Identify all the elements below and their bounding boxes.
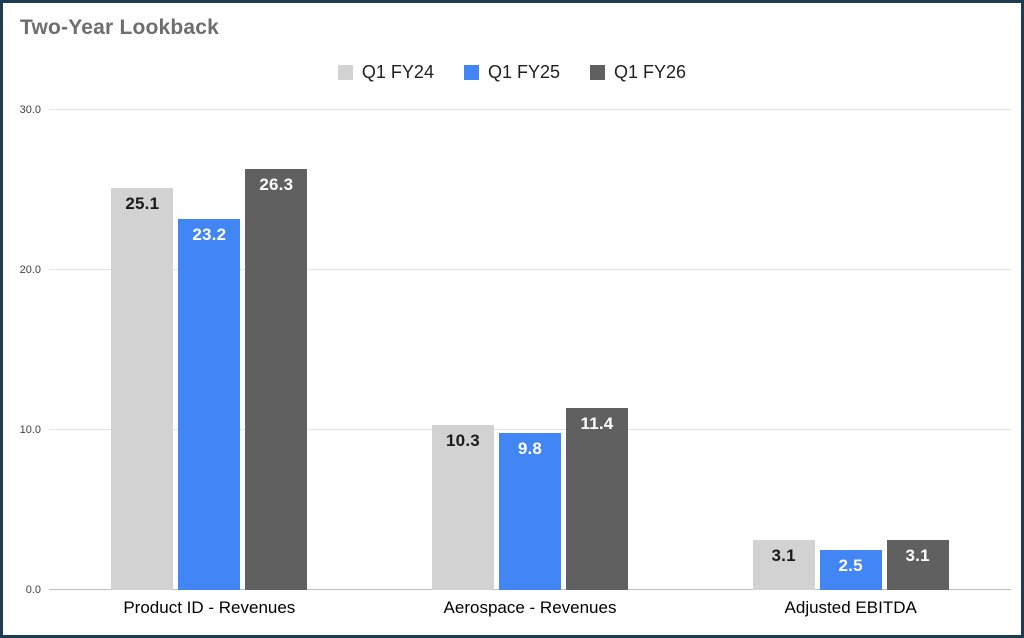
- legend-swatch-icon: [590, 64, 606, 80]
- bar-value-label: 25.1: [125, 194, 160, 214]
- bar: 23.2: [178, 218, 241, 590]
- legend-item: Q1 FY26: [590, 62, 686, 83]
- y-tick-label: 20.0: [19, 264, 41, 277]
- bar-value-label: 9.8: [517, 439, 543, 459]
- bar-group: 3.1 2.5 3.1: [752, 110, 949, 590]
- legend-swatch-icon: [463, 64, 479, 80]
- bar-value-label: 11.4: [580, 413, 614, 433]
- bar-value-label: 23.2: [192, 224, 227, 244]
- bar-value-label: 3.1: [771, 546, 796, 566]
- y-axis: 0.0 10.0 20.0 30.0: [13, 104, 49, 596]
- bar: 25.1: [111, 188, 174, 590]
- legend-item: Q1 FY25: [463, 61, 561, 83]
- legend-item: Q1 FY24: [337, 61, 434, 83]
- bar-value-label: 10.3: [446, 431, 480, 451]
- legend-label: Q1 FY24: [361, 61, 434, 82]
- x-axis-label: Adjusted EBITDA: [784, 598, 917, 617]
- bar-groups: 25.1 23.2 26.3 10.3 9.8 11.4 3.1 2.5 3.1: [49, 110, 1011, 590]
- bar: 11.4: [565, 407, 628, 590]
- y-tick-label: 0.0: [25, 584, 41, 596]
- bar: 10.3: [431, 425, 494, 590]
- bar: 26.3: [245, 169, 308, 590]
- legend-label: Q1 FY26: [614, 61, 687, 82]
- legend: Q1 FY24 Q1 FY25 Q1 FY26: [3, 60, 1021, 84]
- chart-body: 0.0 10.0 20.0 30.0 25.1 23.2 26.3 10.3 9.8 11.4 3…: [13, 104, 1011, 596]
- bar: 2.5: [819, 550, 882, 590]
- bar-group: 10.3 9.8 11.4: [431, 110, 628, 590]
- bar-value-label: 2.5: [838, 556, 863, 576]
- x-axis: Product ID - Revenues Aerospace - Revenue…: [49, 598, 1011, 618]
- legend-swatch-icon: [337, 64, 353, 80]
- y-tick-label: 30.0: [19, 104, 41, 116]
- gridline: [49, 109, 1011, 110]
- bar: 9.8: [498, 433, 561, 590]
- x-axis-label: Aerospace - Revenues: [443, 598, 617, 617]
- bar-group: 25.1 23.2 26.3: [111, 110, 308, 590]
- gridline: [49, 269, 1011, 271]
- legend-label: Q1 FY25: [487, 61, 561, 82]
- plot-area: 25.1 23.2 26.3 10.3 9.8 11.4 3.1 2.5 3.1: [49, 109, 1011, 590]
- chart-title: Two-Year Lookback: [20, 16, 220, 39]
- bar: 3.1: [752, 540, 815, 590]
- gridline: [49, 429, 1011, 431]
- x-axis-label: Product ID - Revenues: [123, 598, 296, 617]
- bar: 3.1: [886, 540, 949, 590]
- y-tick-label: 10.0: [19, 424, 41, 437]
- bar-value-label: 3.1: [905, 546, 930, 566]
- bar-value-label: 26.3: [259, 175, 294, 195]
